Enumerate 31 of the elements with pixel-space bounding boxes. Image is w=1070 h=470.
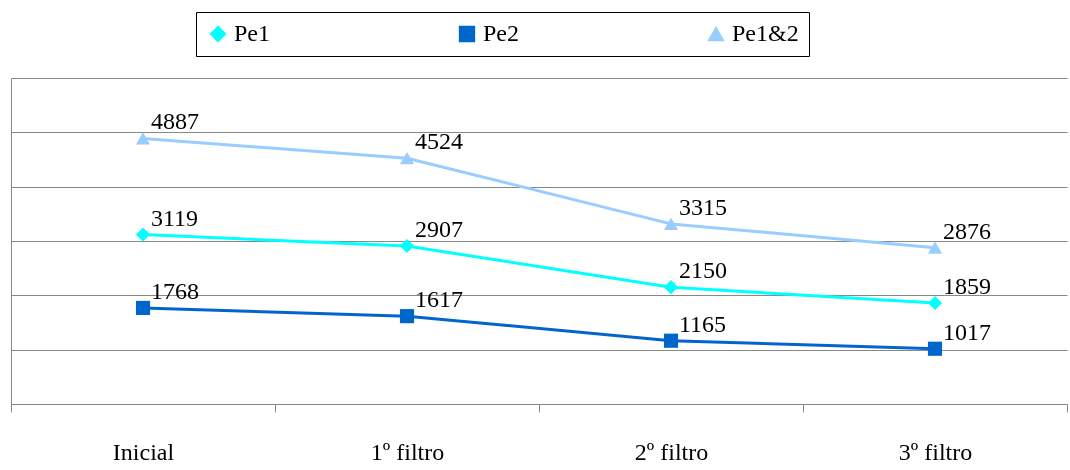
point xyxy=(663,333,679,348)
point xyxy=(663,280,679,295)
data-label: 1859 xyxy=(943,272,991,299)
point xyxy=(927,241,943,254)
data-label: 3315 xyxy=(679,193,727,220)
data-label: 2150 xyxy=(679,257,727,284)
point xyxy=(927,295,943,311)
point xyxy=(135,227,151,242)
data-label: 4887 xyxy=(151,108,199,135)
data-label: 2876 xyxy=(943,217,991,244)
data-label: 1617 xyxy=(415,286,463,313)
point xyxy=(135,132,151,145)
data-label: 1768 xyxy=(151,277,199,304)
data-label: 1017 xyxy=(943,318,991,345)
legend-label: Pe1&2 xyxy=(732,20,799,46)
legend-label: Pe2 xyxy=(483,20,519,46)
x-tick-label: Inicial xyxy=(112,438,175,465)
point xyxy=(399,152,415,165)
data-label: 1165 xyxy=(679,310,727,337)
x-tick-label: 1º filtro xyxy=(370,438,445,465)
legend-label: Pe1 xyxy=(234,20,270,46)
point xyxy=(399,309,415,324)
point xyxy=(399,238,415,254)
point xyxy=(927,341,943,356)
data-label: 4524 xyxy=(415,128,463,155)
point xyxy=(135,300,151,316)
x-tick-label: 2º filtro xyxy=(634,438,709,465)
x-tick-label: 3º filtro xyxy=(898,438,973,465)
point xyxy=(663,217,679,231)
data-label: 3119 xyxy=(151,204,199,231)
data-label: 2907 xyxy=(415,216,463,243)
